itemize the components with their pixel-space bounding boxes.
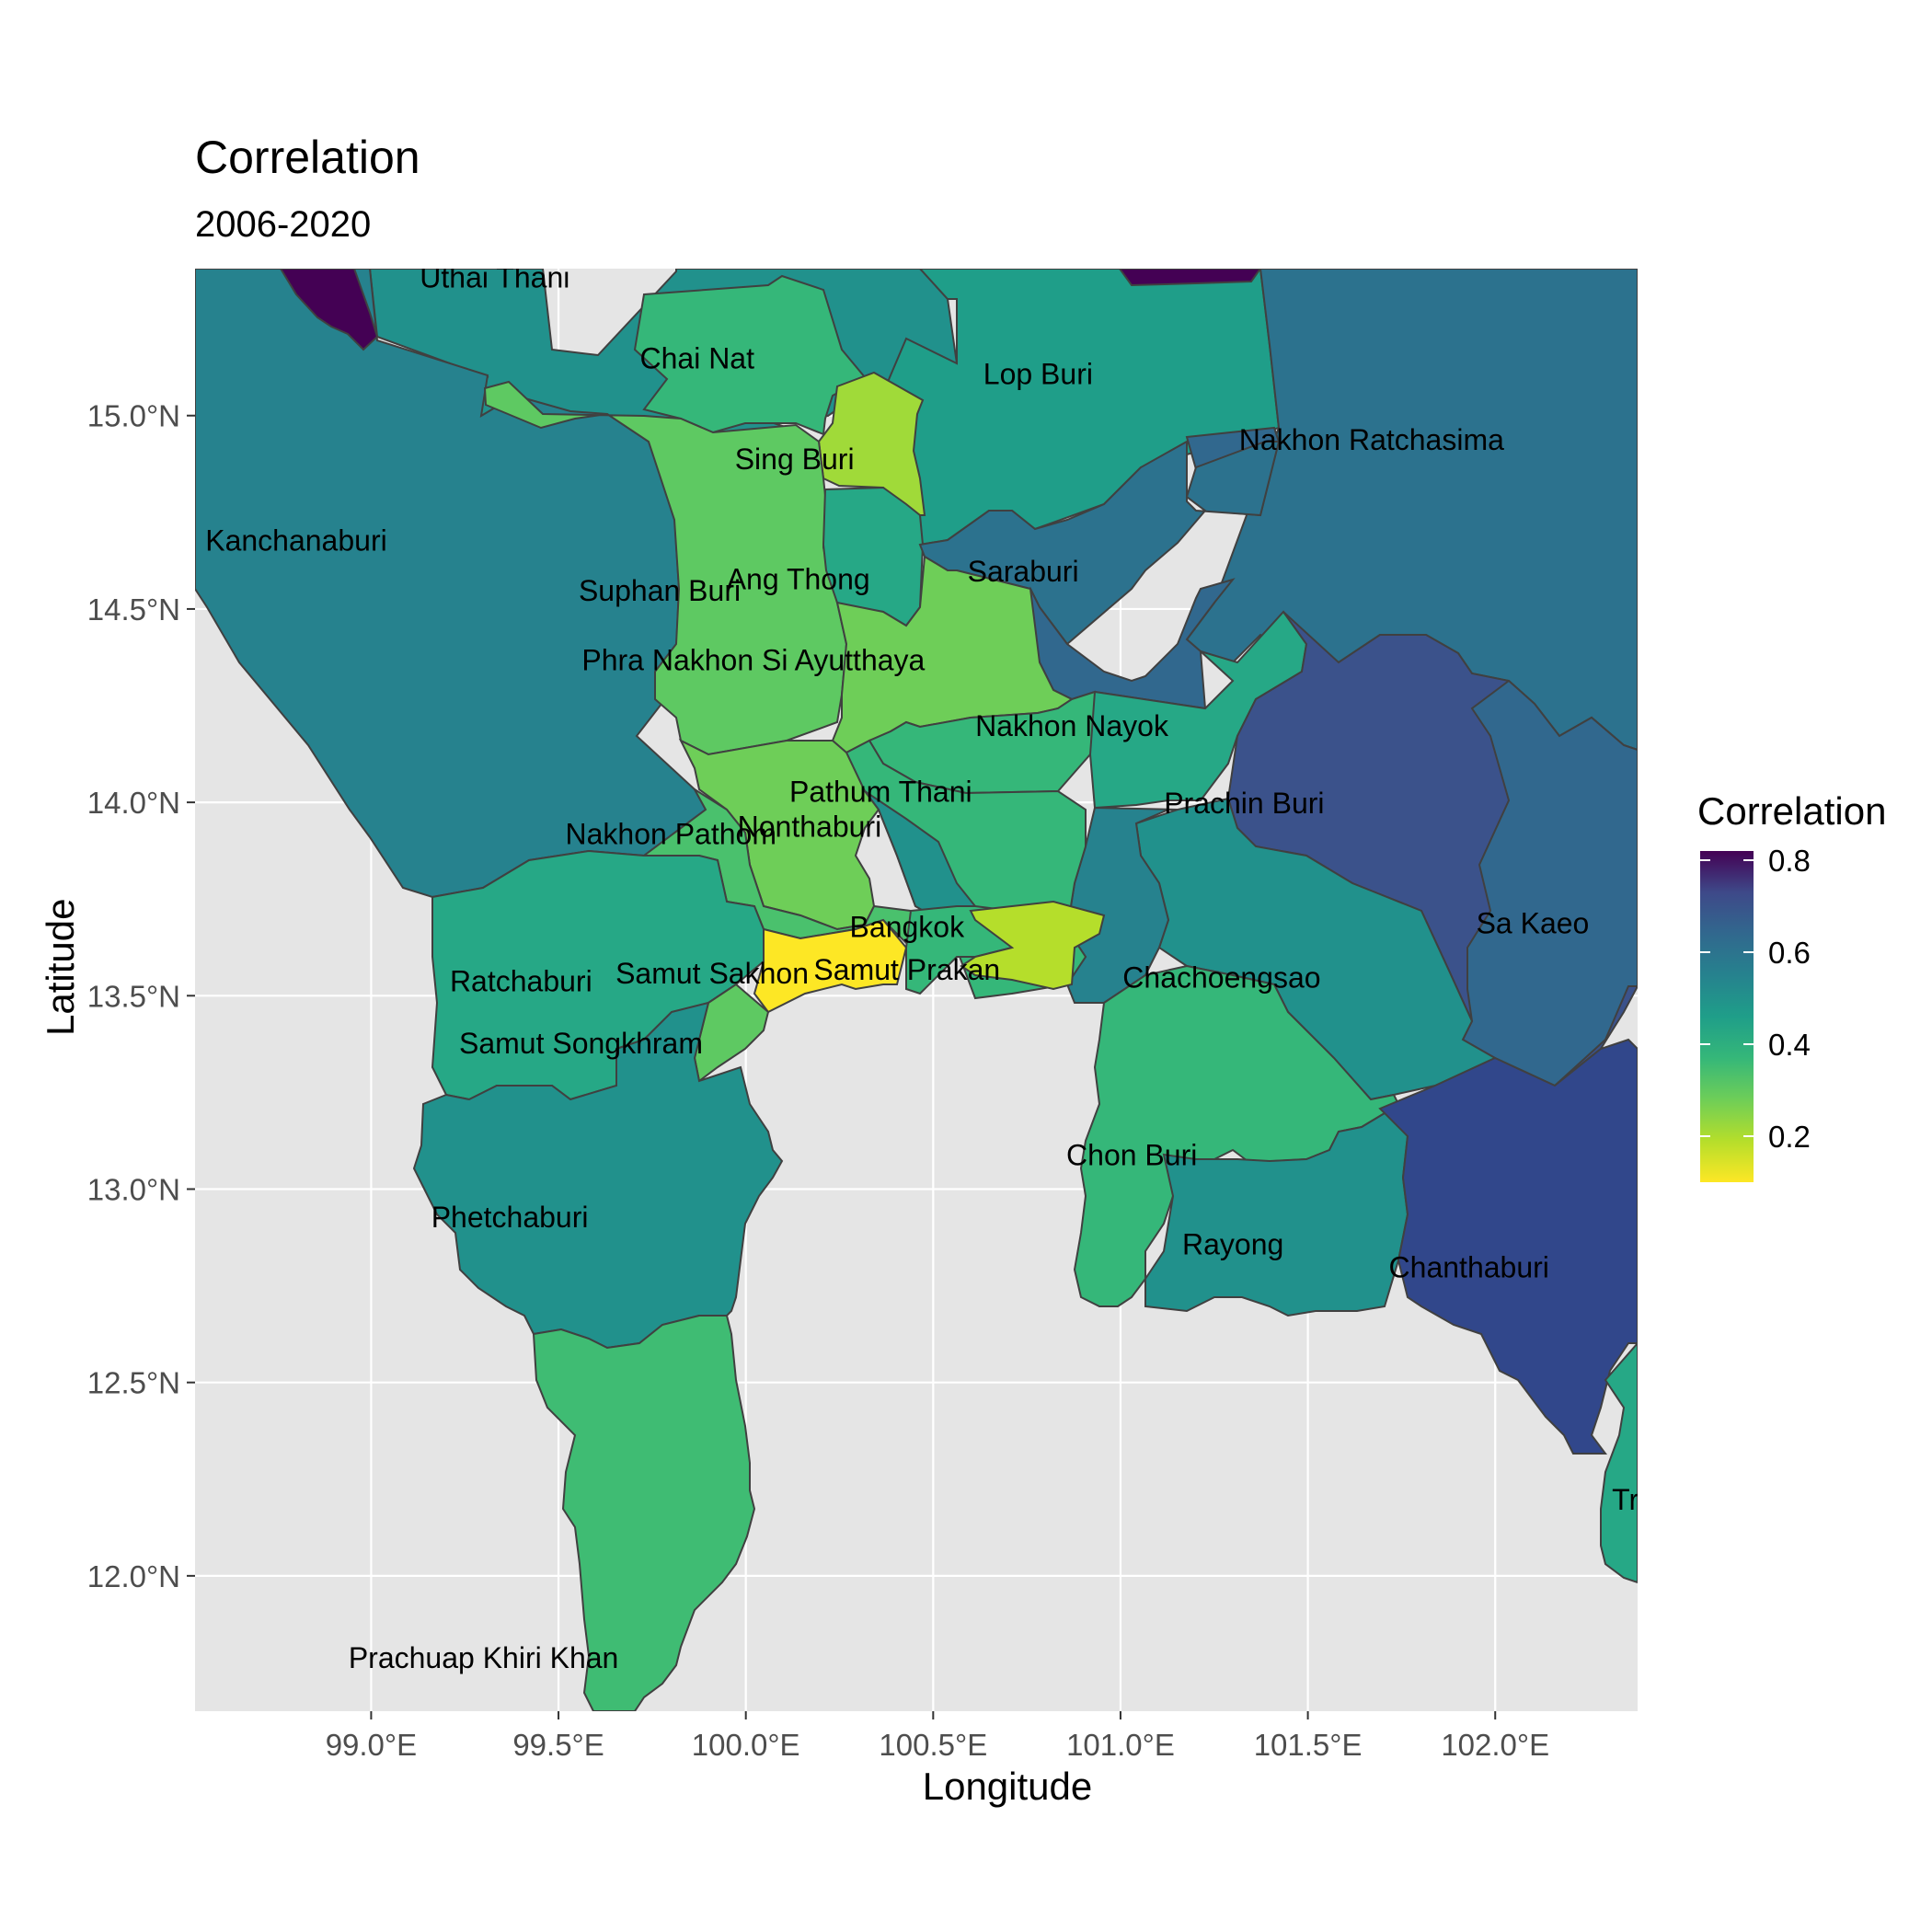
province-label: Nonthaburi [738,810,882,843]
province-label: Lop Buri [983,358,1093,391]
province-label: Uthai Thani [420,260,569,293]
province-layer [195,269,1638,1711]
region-north-top-center [1118,269,1262,287]
y-tick-label: 13.0°N [87,1172,180,1206]
x-tick-label: 101.5°E [1254,1728,1363,1762]
province-label: Phetchaburi [431,1201,589,1234]
x-axis-title-row: Longitude [0,1765,1932,1809]
province-label: Sing Buri [735,443,855,476]
province-label: Samut Prakan [813,953,1000,986]
province-label: Samut Sakhon [615,957,809,990]
y-axis: 15.0°N 14.5°N 14.0°N 13.5°N 13.0°N 12.5°N 12.0… [87,399,195,1593]
x-axis: 99.0°E 99.5°E 100.0°E 100.5°E 101.0°E 101.5°E… [326,1711,1549,1762]
x-tick-label: 102.0°E [1441,1728,1549,1762]
province-label: Nakhon Ratchasima [1239,423,1504,456]
legend-title: Correlation [1697,789,1887,833]
province-label: Prachuap Khiri Khan [349,1641,619,1674]
y-tick-label: 13.5°N [87,979,180,1013]
y-axis-title: Latitude [39,898,82,1036]
province-labels: Uthai Thani Chai Nat Lop Buri Sing Buri Nakh… [205,260,1663,1674]
province-label: Chai Nat [639,342,754,375]
x-tick-label: 100.5°E [879,1728,987,1762]
legend-tick-label: 0.4 [1768,1028,1811,1062]
province-label: Nakhon Nayok [975,709,1169,742]
province-label: Trat [1612,1483,1663,1516]
province-label: Samut Songkhram [459,1027,703,1060]
province-label: Ratchaburi [450,964,592,997]
region-samut-prakan [960,900,1106,991]
province-label: Rayong [1182,1227,1283,1260]
legend-tick-label: 0.8 [1768,844,1811,878]
province-label: Chanthaburi [1389,1251,1549,1284]
region-prachuap-khiri-khan [532,1315,756,1711]
y-tick-label: 15.0°N [87,399,180,433]
province-label: Nakhon Pathom [566,818,776,851]
y-tick-label: 12.5°N [87,1366,180,1400]
chart-title: Correlation [195,132,420,183]
province-label: Prachin Buri [1164,787,1324,820]
province-label: Pathum Thani [789,776,972,809]
legend-ticks: 0.8 0.6 0.4 0.2 [1700,844,1811,1154]
chart-subtitle: 2006-2020 [195,204,372,245]
y-tick-label: 14.0°N [87,786,180,820]
region-trat [1600,1341,1638,1584]
province-label: Kanchanaburi [205,523,386,557]
province-label: Chachoengsao [1122,960,1320,994]
region-uthai-thani-northwest [279,269,379,351]
province-label: Saraburi [968,555,1079,588]
province-label: Ang Thong [727,562,870,595]
x-tick-label: 99.0°E [326,1728,417,1762]
x-tick-label: 99.5°E [512,1728,604,1762]
legend-colorbar [1700,851,1754,1182]
province-label: Sa Kaeo [1477,906,1590,939]
x-tick-label: 101.0°E [1066,1728,1175,1762]
province-label: Chon Buri [1066,1139,1197,1172]
y-tick-label: 14.5°N [87,592,180,627]
x-tick-label: 100.0°E [692,1728,800,1762]
x-axis-title: Longitude [922,1765,1093,1808]
region-samut-sakhon [753,918,908,1014]
province-label: Phra Nakhon Si Ayutthaya [581,644,925,677]
province-label: Bangkok [850,911,966,944]
legend: 0.8 0.6 0.4 0.2 [1700,844,1811,1182]
province-label: Suphan Buri [579,574,741,607]
region-phetchaburi [412,1001,784,1350]
region-chanthaburi [1378,1038,1638,1455]
region-suphan-buri [483,380,848,756]
region-chon-buri [1073,964,1400,1307]
y-tick-label: 12.0°N [87,1559,180,1593]
legend-tick-label: 0.2 [1768,1120,1811,1154]
legend-tick-label: 0.6 [1768,936,1811,970]
